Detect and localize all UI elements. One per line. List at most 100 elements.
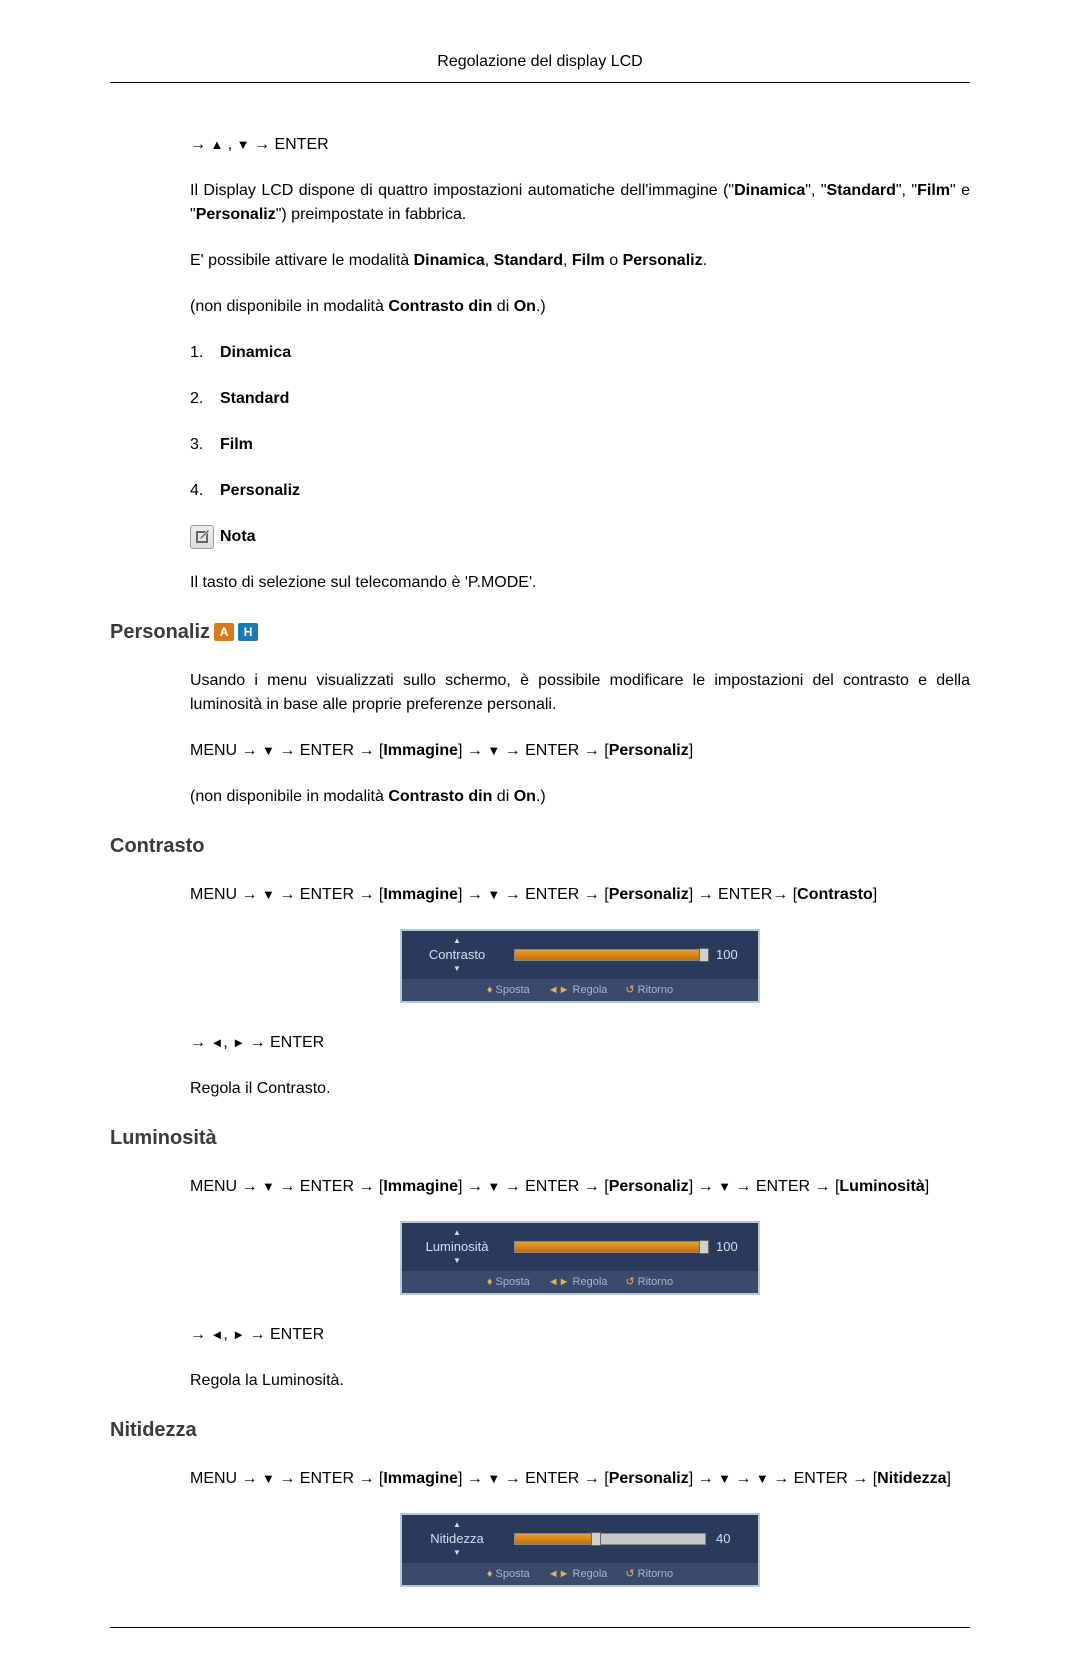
slider-fill	[515, 950, 705, 960]
osd-label: Contrasto	[412, 945, 502, 965]
txt: ,	[485, 252, 494, 269]
txt: ] →	[689, 1470, 718, 1487]
left-triangle-icon: ◄	[210, 1327, 223, 1342]
osd-slider[interactable]	[514, 949, 706, 961]
txt: E' possibile attivare le modalità	[190, 252, 414, 269]
mode-dinamica: Dinamica	[734, 182, 805, 199]
osd-contrasto: ▲ Contrasto ▼ 100 ♦Sposta ◄►Regola ↺Rito…	[400, 929, 760, 1003]
txt: Film	[572, 252, 605, 269]
down-triangle-icon: ▼	[487, 1179, 500, 1194]
intro-p1: Il Display LCD dispone di quattro impost…	[190, 179, 970, 227]
txt: Nitidezza	[877, 1470, 946, 1487]
txt: ,	[223, 136, 236, 153]
txt: Immagine	[383, 742, 458, 759]
down-triangle-icon: ▼	[718, 1179, 731, 1194]
left-triangle-icon: ◄	[210, 1035, 223, 1050]
slider-thumb[interactable]	[699, 1240, 709, 1254]
down-triangle-icon: ▼	[262, 1179, 275, 1194]
mode-film: Film	[917, 182, 950, 199]
mode-list: 1.Dinamica 2.Standard 3.Film 4.Personali…	[190, 341, 970, 503]
luminosita-nav1: MENU → ▼ → ENTER → [Immagine] → ▼ → ENTE…	[190, 1175, 970, 1199]
txt: → ENTER	[245, 1326, 324, 1343]
txt: ] →	[458, 742, 487, 759]
txt: Ritorno	[638, 1568, 673, 1580]
txt: → ENTER → [	[769, 1470, 877, 1487]
down-triangle-icon: ▼	[487, 743, 500, 758]
right-triangle-icon: ►	[232, 1327, 245, 1342]
txt: Personaliz	[609, 1178, 689, 1195]
down-triangle-icon: ▼	[262, 1471, 275, 1486]
luminosita-desc: Regola la Luminosità.	[190, 1369, 970, 1393]
mode-list-item: 3.Film	[190, 433, 970, 457]
txt: ", "	[896, 182, 917, 199]
down-triangle-icon: ▼	[412, 1549, 502, 1557]
txt: ", "	[805, 182, 826, 199]
section-personaliz: Personaliz A H	[110, 617, 970, 647]
txt: Personaliz	[623, 252, 703, 269]
txt: ]	[947, 1470, 951, 1487]
txt: ,	[563, 252, 572, 269]
txt: Dinamica	[414, 252, 485, 269]
intro-p3: (non disponibile in modalità Contrasto d…	[190, 295, 970, 319]
txt: o	[605, 252, 623, 269]
txt: → ENTER → [	[731, 1178, 839, 1195]
badge-h-icon: H	[238, 623, 258, 641]
leftright-icon: ◄►	[548, 984, 570, 996]
txt: MENU →	[190, 886, 262, 903]
up-triangle-icon: ▲	[412, 1521, 502, 1529]
mode-personaliz: Personaliz	[196, 206, 276, 223]
updown-icon: ♦	[487, 1276, 493, 1288]
txt: .)	[536, 298, 546, 315]
slider-thumb[interactable]	[699, 948, 709, 962]
txt: Film	[220, 436, 253, 453]
txt: Regola	[573, 984, 608, 996]
txt: → ENTER → [	[500, 886, 608, 903]
osd-nitidezza: ▲ Nitidezza ▼ 40 ♦Sposta ◄►Regola ↺Ritor…	[400, 1513, 760, 1587]
osd-slider[interactable]	[514, 1241, 706, 1253]
updown-icon: ♦	[487, 1568, 493, 1580]
txt: Personaliz	[609, 742, 689, 759]
down-triangle-icon: ▼	[487, 1471, 500, 1486]
slider-thumb[interactable]	[591, 1532, 601, 1546]
personaliz-p1: Usando i menu visualizzati sullo schermo…	[190, 669, 970, 717]
down-triangle-icon: ▼	[262, 743, 275, 758]
down-triangle-icon: ▼	[237, 137, 250, 152]
txt: Standard	[220, 390, 289, 407]
return-icon: ↺	[625, 1276, 634, 1288]
osd-label: Luminosità	[412, 1237, 502, 1257]
txt: →	[190, 1034, 210, 1051]
contrasto-block: MENU → ▼ → ENTER → [Immagine] → ▼ → ENTE…	[110, 883, 970, 1101]
txt: Ritorno	[638, 984, 673, 996]
txt: Sposta	[496, 984, 530, 996]
txt: Sposta	[496, 1276, 530, 1288]
txt: Contrasto din	[388, 788, 492, 805]
txt: MENU →	[190, 1470, 262, 1487]
section-contrasto: Contrasto	[110, 831, 970, 861]
osd-footer: ♦Sposta ◄►Regola ↺Ritorno	[402, 979, 758, 1002]
intro-nav: → ▲ , ▼ → ENTER	[190, 133, 970, 157]
txt: →	[190, 136, 210, 153]
txt: → ENTER → [	[275, 1470, 383, 1487]
txt: ") preimpostate in fabbrica.	[276, 206, 467, 223]
personaliz-p2: (non disponibile in modalità Contrasto d…	[190, 785, 970, 809]
osd-slider[interactable]	[514, 1533, 706, 1545]
page-header: Regolazione del display LCD	[110, 50, 970, 83]
section-title: Contrasto	[110, 831, 204, 861]
txt: On	[514, 298, 536, 315]
osd-value: 100	[716, 1237, 748, 1257]
osd-value: 100	[716, 945, 748, 965]
txt: (non disponibile in modalità	[190, 298, 388, 315]
txt: ]	[689, 742, 693, 759]
osd-footer: ♦Sposta ◄►Regola ↺Ritorno	[402, 1563, 758, 1586]
txt: Regola	[573, 1276, 608, 1288]
txt: → ENTER → [	[500, 1470, 608, 1487]
section-nitidezza: Nitidezza	[110, 1415, 970, 1445]
txt: Il Display LCD dispone di quattro impost…	[190, 182, 734, 199]
txt: → ENTER	[245, 1034, 324, 1051]
txt: ]	[925, 1178, 929, 1195]
contrasto-desc: Regola il Contrasto.	[190, 1077, 970, 1101]
txt: .	[703, 252, 707, 269]
txt: Ritorno	[638, 1276, 673, 1288]
txt: ,	[223, 1034, 232, 1051]
down-triangle-icon: ▼	[756, 1471, 769, 1486]
